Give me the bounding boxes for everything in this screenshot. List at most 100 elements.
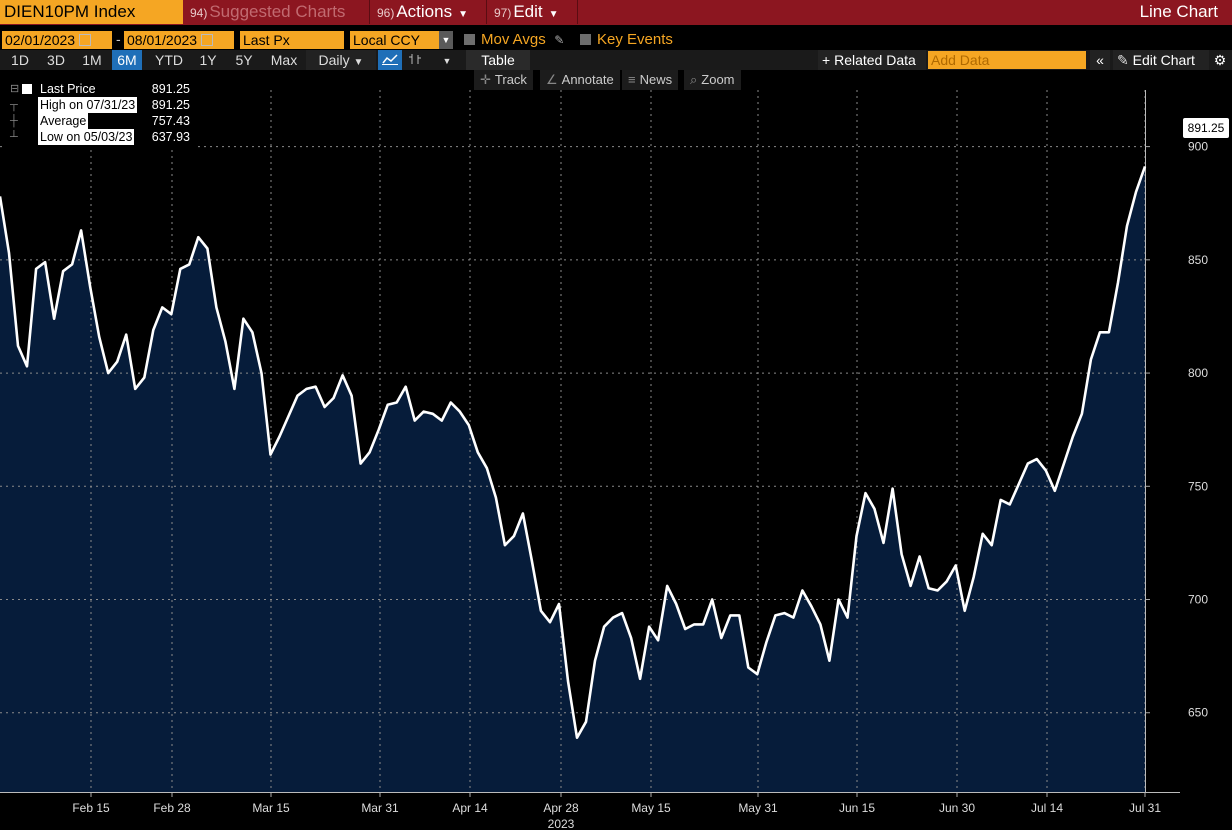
- actions-label: Actions: [396, 2, 453, 21]
- edit-number: 97): [494, 6, 512, 20]
- key-events-toggle[interactable]: Key Events: [580, 31, 673, 49]
- checkbox-icon[interactable]: [580, 34, 591, 45]
- mov-avgs-label: Mov Avgs: [481, 31, 546, 48]
- legend-low: ┴ Low on 05/03/23 637.93: [6, 129, 196, 145]
- range-button-1y[interactable]: 1Y: [199, 52, 217, 68]
- range-button-5y[interactable]: 5Y: [235, 52, 253, 68]
- chart-style-dropdown[interactable]: ▼: [428, 50, 466, 70]
- zoom-tool[interactable]: ⌕ Zoom: [684, 70, 741, 90]
- range-button-1m[interactable]: 1M: [82, 52, 102, 68]
- start-date-value: 02/01/2023: [5, 32, 76, 48]
- end-date-field[interactable]: 08/01/2023: [124, 31, 234, 49]
- legend-low-value: 637.93: [151, 130, 190, 144]
- x-tick-label: Jul 14: [1031, 801, 1063, 815]
- search-icon: ⌕: [690, 72, 698, 87]
- calendar-icon[interactable]: [79, 34, 92, 46]
- legend-average-label: Average: [38, 113, 89, 129]
- currency-value: Local CCY: [353, 32, 420, 48]
- suggested-charts-label: Suggested Charts: [209, 2, 346, 21]
- range-button-ytd[interactable]: YTD: [155, 52, 183, 68]
- x-tick-label: Feb 15: [72, 801, 110, 815]
- legend-high-value: 891.25: [151, 98, 190, 112]
- actions-menu-button[interactable]: 96) Actions ▼: [373, 0, 487, 24]
- price-chart[interactable]: Feb 15 Feb 28 Mar 15 Mar 31 Apr 14 Apr 28 May …: [0, 90, 1232, 830]
- range-button-max[interactable]: Max: [270, 52, 298, 68]
- y-tick-label: 650: [1188, 706, 1208, 720]
- checkbox-icon[interactable]: [464, 34, 475, 45]
- x-axis-year-label: 2023: [548, 817, 575, 830]
- y-tick-label: 800: [1188, 366, 1208, 380]
- last-price-tag: 891.25: [1183, 118, 1229, 138]
- price-field-select[interactable]: Last Px: [240, 31, 344, 49]
- currency-select[interactable]: Local CCY ▼: [350, 31, 453, 49]
- actions-number: 96): [377, 6, 395, 20]
- legend-high-label: High on 07/31/23: [38, 97, 138, 113]
- series-color-swatch: [22, 84, 32, 94]
- legend-last-value: 891.25: [151, 82, 190, 96]
- edit-label: Edit: [513, 2, 543, 21]
- gear-icon[interactable]: ⚙: [1213, 52, 1227, 68]
- news-tool[interactable]: ≡ News: [622, 70, 679, 90]
- x-tick-label: Feb 28: [153, 801, 191, 815]
- price-area: [0, 166, 1145, 792]
- plus-icon: +: [822, 52, 831, 68]
- y-tick-label: 900: [1188, 140, 1208, 154]
- chart-legend: ⊟ Last Price 891.25 ┬ High on 07/31/23 8…: [6, 81, 196, 149]
- legend-average: ┼ Average 757.43: [6, 113, 196, 129]
- y-tick-label: 750: [1188, 479, 1208, 493]
- x-tick-label: Apr 28: [543, 801, 579, 815]
- pencil-icon: ✎: [1117, 52, 1129, 68]
- legend-high: ┬ High on 07/31/23 891.25: [6, 97, 196, 113]
- collapse-icon[interactable]: «: [1090, 50, 1110, 70]
- bar-chart-icon[interactable]: [404, 50, 426, 70]
- x-tick-label: Jun 30: [939, 801, 975, 815]
- range-button-6m[interactable]: 6M: [112, 50, 142, 70]
- suggested-charts-number: 94): [190, 6, 208, 20]
- legend-last-label: Last Price: [40, 82, 96, 96]
- table-button[interactable]: Table: [466, 50, 530, 70]
- related-data-label: Related Data: [834, 52, 916, 68]
- track-tool[interactable]: ✛ Track: [474, 70, 533, 90]
- x-tick-label: Mar 31: [361, 801, 399, 815]
- tree-branch-icon: ┬: [10, 99, 18, 111]
- x-tick-label: May 31: [738, 801, 778, 815]
- annotate-tool[interactable]: ∠ Annotate: [540, 70, 620, 90]
- calendar-icon[interactable]: [201, 34, 214, 46]
- legend-average-value: 757.43: [151, 114, 190, 128]
- edit-chart-label: Edit Chart: [1132, 52, 1195, 68]
- pencil-icon[interactable]: ✎: [554, 33, 565, 47]
- price-line: [0, 165, 1147, 740]
- chevron-down-icon: ▼: [353, 57, 364, 68]
- related-data-button[interactable]: + Related Data: [818, 50, 926, 70]
- start-date-field[interactable]: 02/01/2023: [2, 31, 112, 49]
- legend-low-label: Low on 05/03/23: [38, 129, 135, 145]
- line-chart-icon[interactable]: [378, 50, 402, 70]
- mov-avgs-toggle[interactable]: Mov Avgs ✎: [464, 31, 564, 49]
- x-tick-label: Jun 15: [839, 801, 875, 815]
- frequency-select[interactable]: Daily ▼: [306, 50, 376, 70]
- track-label: Track: [494, 72, 527, 87]
- x-tick-label: May 15: [631, 801, 671, 815]
- x-tick-label: Apr 14: [452, 801, 488, 815]
- range-button-3d[interactable]: 3D: [47, 52, 65, 68]
- chart-type-title: Line Chart: [1139, 2, 1218, 21]
- edit-chart-button[interactable]: ✎ Edit Chart: [1113, 50, 1209, 70]
- tree-branch-icon: ┼: [10, 115, 18, 127]
- chevron-down-icon: ▼: [458, 9, 468, 20]
- security-ticker-field[interactable]: DIEN10PM Index: [0, 0, 183, 24]
- add-data-input[interactable]: Add Data: [928, 51, 1086, 69]
- annotate-label: Annotate: [561, 72, 614, 87]
- title-bar: [0, 0, 1232, 25]
- suggested-charts-button[interactable]: 94) Suggested Charts: [186, 0, 370, 24]
- news-label: News: [639, 72, 673, 87]
- tree-icon: ⊟: [10, 83, 20, 95]
- edit-menu-button[interactable]: 97) Edit ▼: [490, 0, 578, 24]
- y-tick-label: 700: [1188, 593, 1208, 607]
- legend-last-price[interactable]: ⊟ Last Price 891.25: [6, 81, 196, 97]
- chevron-down-icon[interactable]: ▼: [439, 31, 453, 49]
- range-button-1d[interactable]: 1D: [11, 52, 29, 68]
- frequency-value: Daily: [318, 52, 350, 68]
- chevron-down-icon: ▼: [548, 9, 559, 20]
- x-tick-label: Jul 31: [1129, 801, 1161, 815]
- zoom-label: Zoom: [701, 72, 735, 87]
